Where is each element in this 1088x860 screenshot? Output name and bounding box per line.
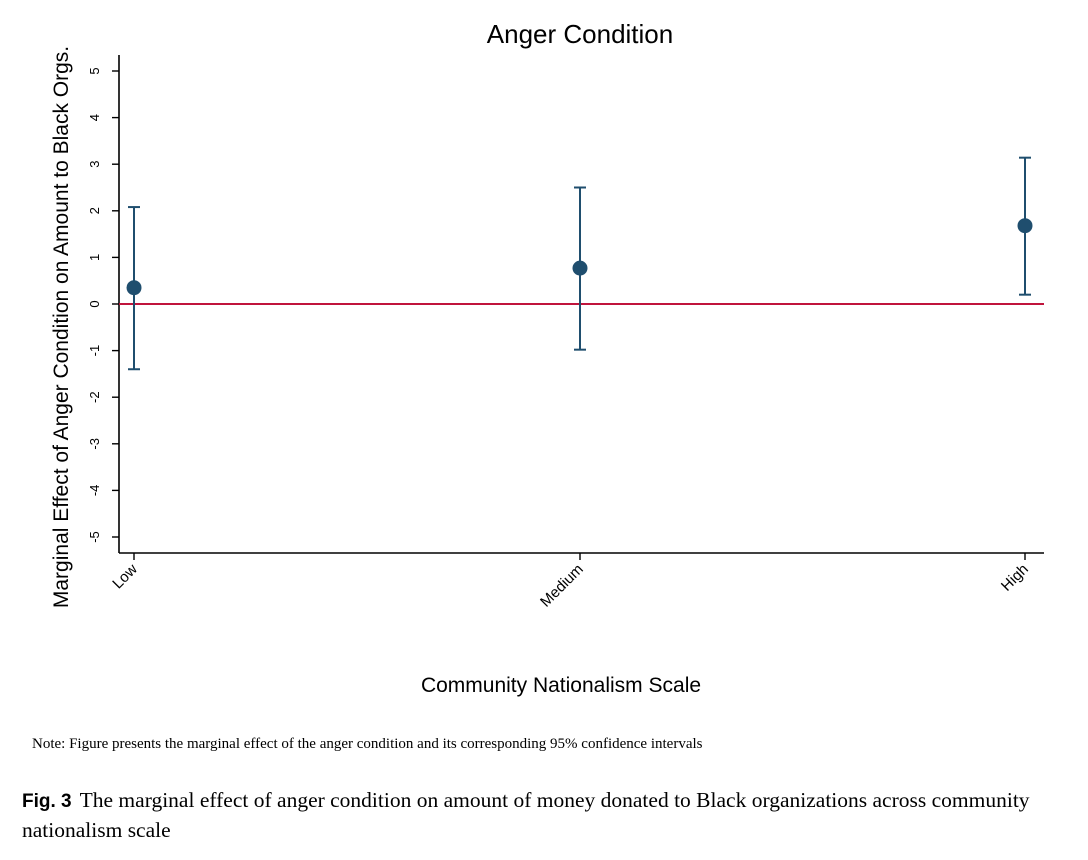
chart-title: Anger Condition <box>487 19 673 49</box>
y-tick-label: -3 <box>87 438 102 450</box>
figure-caption: Fig. 3 The marginal effect of anger condi… <box>22 786 1072 845</box>
x-tick-label: Low <box>109 561 141 593</box>
x-axis-label: Community Nationalism Scale <box>421 674 701 697</box>
figure-note: Note: Figure presents the marginal effec… <box>32 736 703 752</box>
estimate-point <box>126 280 142 296</box>
y-axis-label: Marginal Effect of Anger Condition on Am… <box>50 46 73 608</box>
estimate-point <box>1017 218 1033 234</box>
y-tick-label: 3 <box>87 161 102 168</box>
y-tick-label: -5 <box>87 531 102 543</box>
y-tick-label: -4 <box>87 485 102 497</box>
y-tick-label: 0 <box>87 300 102 307</box>
y-ticks: 5 4 3 2 1 0 -1 -2 -3 -4 -5 <box>87 67 119 543</box>
y-tick-label: 5 <box>87 67 102 74</box>
x-tick-label: Medium <box>537 561 587 611</box>
chart-area: Anger Condition Marginal Effect of Anger… <box>50 19 1044 697</box>
y-tick-label: -1 <box>87 345 102 357</box>
x-ticks: Low Medium High <box>109 553 1032 611</box>
y-tick-label: 4 <box>87 114 102 121</box>
y-tick-label: 1 <box>87 254 102 261</box>
estimate-point <box>572 260 588 276</box>
y-tick-label: 2 <box>87 207 102 214</box>
point-markers <box>126 218 1033 296</box>
caption-label: Fig. 3 <box>22 791 72 812</box>
caption-text: The marginal effect of anger condition o… <box>22 788 1030 842</box>
x-tick-label: High <box>998 561 1032 595</box>
y-tick-label: -2 <box>87 391 102 403</box>
